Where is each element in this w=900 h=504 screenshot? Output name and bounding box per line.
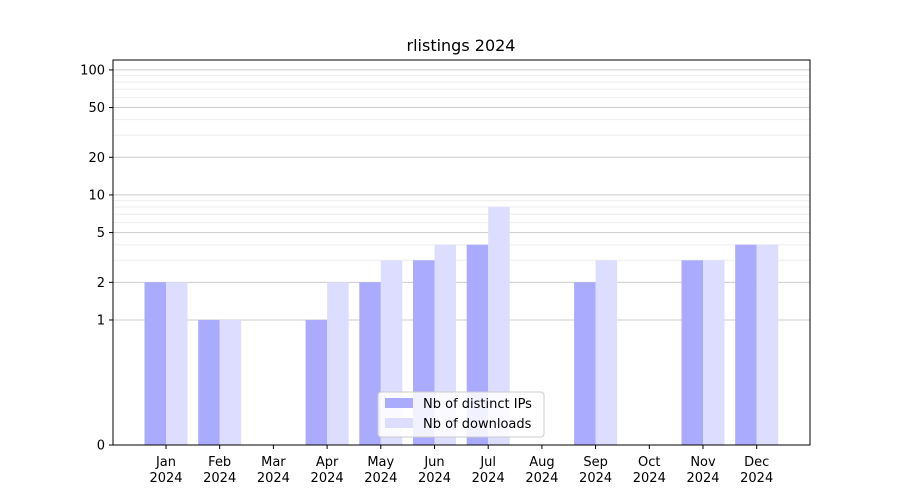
bar-downloads-jul: [488, 207, 510, 445]
bar-downloads-jan: [166, 282, 188, 445]
x-tick-label-month: Aug: [529, 455, 554, 470]
x-tick-label-year: 2024: [579, 471, 612, 486]
x-tick-label-year: 2024: [311, 471, 344, 486]
legend-label-downloads: Nb of downloads: [423, 417, 532, 432]
y-tick-label: 0: [97, 439, 105, 454]
legend-swatch-downloads: [385, 418, 413, 428]
x-tick-label-month: Nov: [690, 455, 716, 470]
legend-label-ips: Nb of distinct IPs: [423, 397, 532, 412]
bar-downloads-sep: [595, 260, 618, 445]
x-tick-label-year: 2024: [525, 471, 558, 486]
bar-ips-may: [359, 282, 381, 445]
y-tick-label: 5: [97, 226, 105, 241]
x-tick-label-year: 2024: [149, 471, 182, 486]
x-tick-label-month: Jul: [479, 455, 496, 470]
y-tick-label: 1: [97, 313, 105, 328]
x-tick-label-year: 2024: [686, 471, 719, 486]
x-tick-label-year: 2024: [472, 471, 505, 486]
x-tick-label-month: Jan: [155, 455, 176, 470]
y-tick-label: 100: [80, 63, 105, 78]
bar-downloads-nov: [703, 260, 725, 445]
x-tick-label-month: Jun: [423, 455, 444, 470]
x-tick-label-month: Dec: [744, 455, 769, 470]
bar-ips-feb: [198, 319, 220, 445]
bar-ips-apr: [305, 319, 328, 445]
bar-ips-jan: [144, 282, 166, 445]
y-tick-label: 2: [97, 276, 105, 291]
bar-downloads-apr: [327, 282, 349, 445]
x-tick-label-year: 2024: [257, 471, 290, 486]
bar-ips-dec: [735, 244, 757, 445]
x-tick-label-month: Feb: [208, 455, 231, 470]
legend: Nb of distinct IPs Nb of downloads: [377, 391, 545, 438]
bar-ips-sep: [574, 282, 596, 445]
x-tick-label-month: Oct: [638, 455, 660, 470]
x-tick-label-month: Sep: [583, 455, 608, 470]
bar-downloads-feb: [219, 319, 242, 445]
legend-swatch-ips: [385, 398, 413, 408]
x-tick-label-year: 2024: [203, 471, 236, 486]
x-tick-label-month: Apr: [316, 455, 339, 470]
legend-box: [377, 391, 545, 438]
y-tick-label: 10: [88, 188, 105, 203]
bar-downloads-dec: [756, 244, 779, 445]
x-tick-label-year: 2024: [418, 471, 451, 486]
x-tick-label-month: Mar: [261, 455, 286, 470]
bar-ips-nov: [681, 260, 703, 445]
y-tick-label: 50: [88, 101, 105, 116]
x-tick-label-year: 2024: [364, 471, 397, 486]
plot-frame: [112, 59, 811, 446]
chart-title: rlistings 2024: [407, 36, 516, 55]
y-tick-label: 20: [88, 151, 105, 166]
x-tick-label-month: May: [367, 455, 394, 470]
x-tick-label-year: 2024: [740, 471, 773, 486]
x-tick-label-year: 2024: [633, 471, 666, 486]
